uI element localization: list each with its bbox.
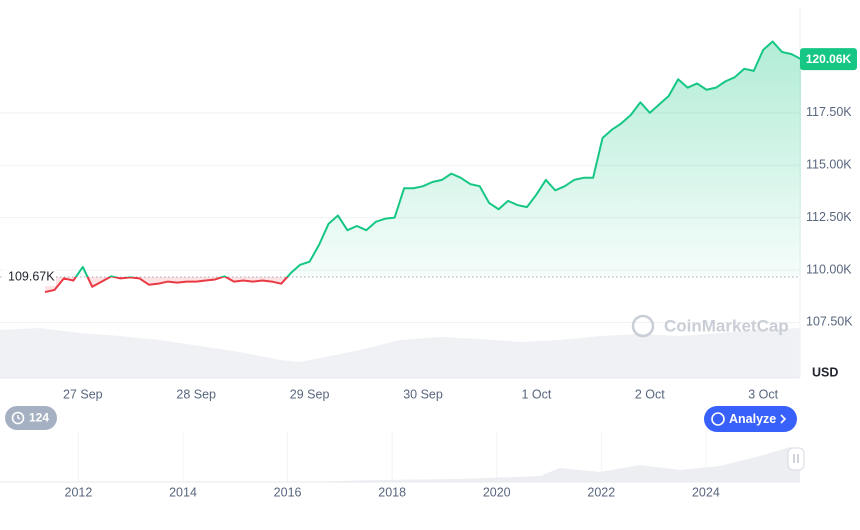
- y-tick-label: 110.00K: [806, 262, 852, 276]
- navigator-tick-label: 2016: [274, 485, 302, 499]
- y-tick-label: 115.00K: [806, 158, 852, 172]
- y-tick-label: 117.50K: [806, 105, 852, 119]
- x-tick-label: 1 Oct: [521, 387, 551, 401]
- area-fill: [45, 41, 801, 293]
- x-tick-label: 27 Sep: [63, 387, 103, 401]
- watermark: CoinMarketCap: [664, 316, 789, 335]
- y-tick-label: 112.50K: [806, 210, 852, 224]
- navigator-handle[interactable]: [787, 447, 805, 471]
- analyze-text: Analyze: [729, 412, 776, 426]
- baseline-label: 109.67K: [8, 269, 55, 283]
- navigator-area: [0, 447, 800, 482]
- analyze-icon: [711, 412, 725, 426]
- current-price-bg: [800, 48, 857, 71]
- navigator-tick-label: 2012: [65, 485, 93, 499]
- x-tick-label: 3 Oct: [748, 387, 778, 401]
- navigator-tick-label: 2018: [378, 485, 406, 499]
- navigator-tick-label: 2024: [692, 485, 720, 499]
- x-tick-label: 29 Sep: [290, 387, 330, 401]
- price-line: [44, 40, 802, 294]
- analyze-chevron: [780, 414, 787, 424]
- baseline-label-bg: [2, 267, 56, 286]
- analyze-bg: [704, 406, 797, 432]
- current-price-label: 120.06K: [806, 52, 852, 66]
- navigator-tick-label: 2022: [587, 485, 615, 499]
- navigator-tick-label: 2020: [483, 485, 511, 499]
- x-tick-label: 2 Oct: [635, 387, 665, 401]
- watermark-logo: [631, 314, 655, 338]
- x-tick-label: 28 Sep: [176, 387, 216, 401]
- events-badge[interactable]: 124: [5, 406, 57, 430]
- analyze-button[interactable]: Analyze: [704, 406, 797, 432]
- y-tick-label: 107.50K: [806, 315, 853, 329]
- badge-icon: [11, 411, 25, 425]
- navigator-tick-label: 2014: [169, 485, 197, 499]
- unit-label: USD: [812, 365, 838, 379]
- x-tick-label: 30 Sep: [403, 387, 443, 401]
- volume-backdrop: [0, 328, 800, 378]
- badge-text: 124: [29, 411, 49, 425]
- badge-icon-hands: [17, 415, 21, 420]
